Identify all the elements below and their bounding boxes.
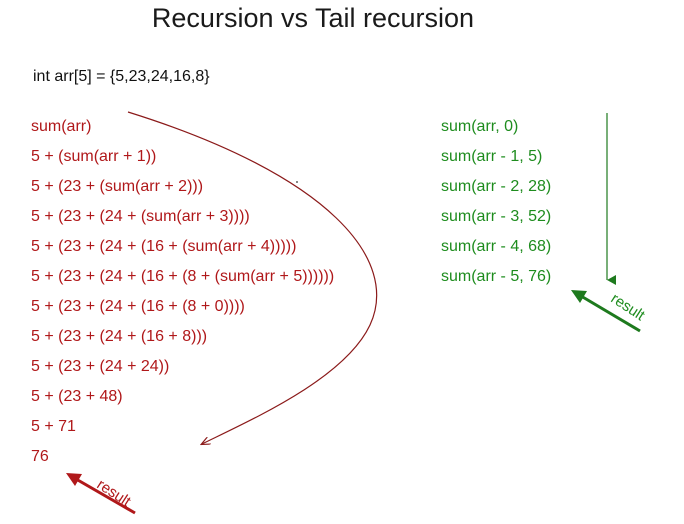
- tail-step: sum(arr - 5, 76): [441, 268, 552, 285]
- tail-step: sum(arr - 2, 28): [441, 178, 552, 195]
- recursion-step: 5 + (23 + (24 + (16 + (sum(arr + 4))))): [31, 238, 297, 255]
- recursion-step: 5 + (sum(arr + 1)): [31, 148, 157, 165]
- tail-step: sum(arr - 3, 52): [441, 208, 552, 225]
- tail-step: sum(arr, 0): [441, 118, 519, 135]
- tail-step: sum(arr - 4, 68): [441, 238, 552, 255]
- recursion-step: 5 + (23 + (24 + (16 + (8 + 0)))): [31, 298, 245, 315]
- recursion-step: 5 + (23 + (sum(arr + 2))): [31, 178, 204, 195]
- recursion-step: 5 + (23 + (24 + (16 + 8))): [31, 328, 208, 345]
- diagram-title: Recursion vs Tail recursion: [151, 3, 475, 33]
- recursion-step: 5 + (23 + (24 + (sum(arr + 3)))): [31, 208, 250, 225]
- recursion-curve-arrow: [127, 111, 378, 444]
- tail-step: sum(arr - 1, 5): [441, 148, 543, 165]
- recursion-step: 5 + 71: [31, 418, 76, 435]
- recursion-step: 5 + (23 + 48): [31, 388, 123, 405]
- recursion-step: 5 + (23 + (24 + 24)): [31, 358, 170, 375]
- array-declaration: int arr[5] = {5,23,24,16,8}: [33, 68, 210, 85]
- recursion-result-arrow: [66, 473, 136, 515]
- recursion-step: 5 + (23 + (24 + (16 + (8 + (sum(arr + 5)…: [31, 268, 335, 285]
- tail-result-arrow: [571, 290, 641, 333]
- recursion-final-result: 76: [31, 448, 49, 465]
- stray-dot: [296, 181, 298, 183]
- recursion-step: sum(arr): [31, 118, 92, 135]
